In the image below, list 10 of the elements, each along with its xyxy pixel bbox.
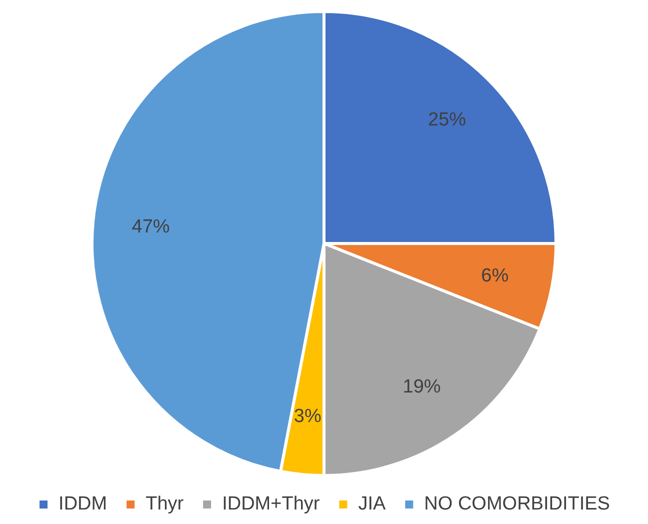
data-label: 6% [481, 265, 509, 286]
data-label: 25% [428, 110, 466, 131]
legend-label: Thyr [146, 494, 184, 515]
legend-label: IDDM [58, 494, 108, 515]
data-label: 19% [402, 376, 441, 398]
legend-label: NO COMORBIDITIES [424, 494, 610, 515]
legend-label: JIA [358, 494, 386, 515]
data-label: 47% [132, 216, 170, 238]
legend-label: IDDM+Thyr [222, 494, 320, 515]
data-label: 3% [294, 406, 322, 427]
